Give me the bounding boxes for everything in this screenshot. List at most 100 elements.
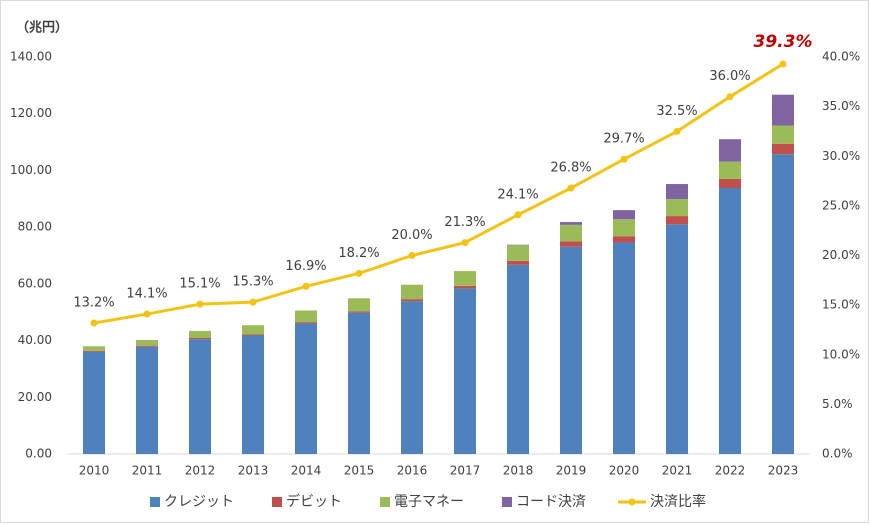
bar-segment [560, 241, 582, 247]
value-label: 21.3% [444, 215, 485, 230]
legend-label: コード決済 [516, 494, 586, 510]
bar-segment [83, 350, 105, 352]
value-label: 36.0% [709, 69, 750, 84]
bar-segment [401, 301, 423, 454]
value-label: 14.1% [126, 287, 167, 302]
bar-segment [454, 271, 476, 286]
legend-label: 電子マネー [394, 494, 464, 510]
bar-segment [136, 345, 158, 347]
legend-label: 決済比率 [650, 493, 706, 510]
value-label: 15.1% [179, 277, 220, 292]
y2-tick-label: 35.0% [822, 99, 860, 113]
x-tick-label: 2016 [397, 464, 428, 478]
bar-segment [189, 338, 211, 340]
value-label: 32.5% [656, 104, 697, 119]
legend-swatch [502, 497, 512, 507]
x-tick-label: 2020 [609, 464, 640, 478]
ratio-point [143, 310, 151, 318]
bar-segment [454, 285, 476, 289]
ratio-point [567, 184, 575, 192]
bar-segment [401, 299, 423, 302]
ratio-point [620, 155, 628, 163]
y2-tick-label: 20.0% [822, 248, 860, 262]
legend-swatch [150, 497, 160, 507]
bar-segment [348, 311, 370, 313]
x-tick-label: 2021 [662, 464, 693, 478]
value-label: 29.7% [603, 132, 644, 147]
x-tick-label: 2013 [238, 464, 269, 478]
ratio-point [355, 269, 363, 277]
bar-segment [295, 310, 317, 323]
ratio-point [726, 93, 734, 101]
bar-segment [507, 264, 529, 454]
bar-segment [772, 143, 794, 155]
bar-segment [295, 322, 317, 324]
legend-swatch [628, 498, 636, 506]
legend-swatch [380, 497, 390, 507]
bar-segment [242, 325, 264, 335]
bar-segment [613, 236, 635, 243]
y2-tick-label: 0.0% [822, 447, 853, 461]
value-label: 24.1% [497, 187, 538, 202]
y-tick-label: 100.00 [10, 163, 52, 177]
y-tick-label: 0.00 [25, 447, 52, 461]
value-label: 20.0% [391, 228, 432, 243]
bar-segment [348, 298, 370, 312]
x-tick-label: 2011 [132, 464, 163, 478]
ratio-point [90, 319, 98, 327]
value-label: 15.3% [232, 275, 273, 290]
y2-tick-label: 40.0% [822, 50, 860, 64]
y-tick-label: 60.00 [18, 276, 52, 290]
ratio-point [514, 211, 522, 219]
y-tick-label: 20.00 [18, 390, 52, 404]
ratio-line [93, 62, 784, 325]
y2-tick-label: 10.0% [822, 347, 860, 361]
bar-segment [613, 219, 635, 237]
bar-segment [719, 178, 741, 189]
y-axis-label: （兆円） [16, 20, 68, 36]
bar-segment [507, 260, 529, 265]
x-tick-label: 2018 [503, 464, 534, 478]
x-tick-label: 2012 [185, 464, 216, 478]
bar-segment [666, 224, 688, 454]
value-label: 18.2% [338, 246, 379, 261]
bar-segment [560, 222, 582, 225]
legend-label: デビット [286, 493, 342, 510]
y-tick-label: 140.00 [10, 50, 52, 64]
y2-tick-label: 5.0% [822, 397, 853, 411]
x-tick-label: 2014 [291, 464, 322, 478]
bar-segment [189, 339, 211, 454]
bar-segment [560, 246, 582, 454]
bar-segment [666, 199, 688, 217]
ratio-point [673, 127, 681, 135]
x-tick-label: 2015 [344, 464, 375, 478]
bar-segment [83, 351, 105, 454]
ratio-point [461, 239, 469, 247]
bar-segment [136, 340, 158, 346]
y-tick-label: 40.00 [18, 333, 52, 347]
value-label: 16.9% [285, 259, 326, 274]
x-tick-label: 2023 [768, 464, 799, 478]
x-tick-label: 2017 [450, 464, 481, 478]
ratio-point [302, 282, 310, 290]
bar-segment [666, 184, 688, 200]
ratio-point [408, 252, 416, 259]
bar-segment [189, 330, 211, 339]
x-tick-label: 2019 [556, 464, 587, 478]
x-tick-label: 2010 [79, 464, 110, 478]
x-tick-label: 2022 [715, 464, 746, 478]
bar-segment [507, 245, 529, 261]
value-label: 13.2% [73, 295, 114, 310]
bar-segment [719, 188, 741, 454]
bar-segment [613, 242, 635, 454]
bar-segment [242, 334, 264, 336]
bar-segment [772, 94, 794, 126]
bar-segment [772, 125, 794, 144]
y2-tick-label: 30.0% [822, 149, 860, 163]
y-tick-label: 120.00 [10, 106, 52, 120]
value-label: 26.8% [550, 161, 591, 176]
legend-label: クレジット [164, 494, 234, 510]
bar-segment [719, 139, 741, 162]
value-label: 39.3% [754, 32, 813, 52]
